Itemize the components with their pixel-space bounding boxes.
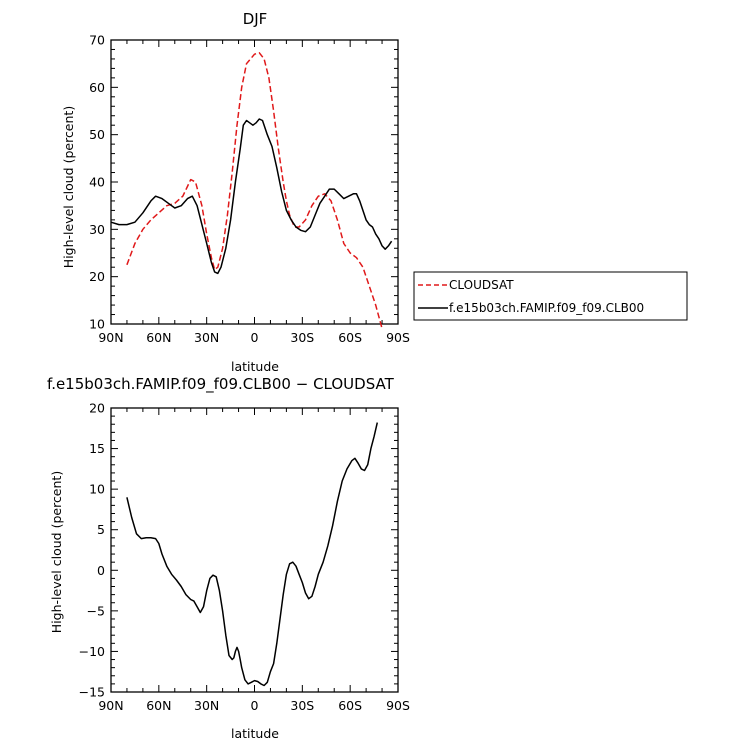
- bottom-y-tick-label: −5: [87, 603, 105, 618]
- bottom-x-tick-label: 60S: [338, 698, 362, 713]
- bottom-plot-area: 90N 60N 30N 0 30S 60S 90S −15 −10 −5 0 5 10 15 20: [79, 401, 410, 714]
- top-y-tick-label: 50: [89, 127, 105, 142]
- top-x-tick-label: 90N: [98, 330, 123, 345]
- bottom-x-tick-label: 30S: [290, 698, 314, 713]
- bottom-chart: f.e15b03ch.FAMIP.f09_f09.CLB00 − CLOUDSA…: [47, 375, 410, 741]
- top-plot-frame: [110, 39, 399, 325]
- bottom-plot-frame: [110, 407, 399, 693]
- legend-label-model: f.e15b03ch.FAMIP.f09_f09.CLB00: [449, 301, 644, 315]
- bottom-x-tick-label: 90S: [386, 698, 410, 713]
- bottom-y-tick-label: −15: [79, 685, 105, 700]
- bottom-y-tick-label: 10: [89, 482, 105, 497]
- top-y-tick-label: 20: [89, 269, 105, 284]
- top-chart: DJF 90N 60N 30N 0 30S 60S 90S 10 20 30 40 50 60 70 la…: [61, 10, 410, 374]
- top-plot-area: 90N 60N 30N 0 30S 60S 90S 10 20 30 40 50 60 70: [89, 33, 410, 346]
- bottom-y-axis-label: High-level cloud (percent): [49, 471, 64, 633]
- legend-label-cloudsat: CLOUDSAT: [449, 278, 514, 292]
- top-x-tick-label: 30N: [194, 330, 219, 345]
- legend-box: [413, 271, 688, 321]
- bottom-y-tick-label: 0: [97, 563, 105, 578]
- top-y-tick-label: 60: [89, 80, 105, 95]
- top-y-tick-label: 30: [89, 222, 105, 237]
- bottom-x-tick-label: 90N: [98, 698, 123, 713]
- bottom-x-tick-label: 0: [251, 698, 259, 713]
- top-series-line-1: [110, 118, 393, 275]
- top-x-axis-label: latitude: [231, 359, 279, 374]
- legend: CLOUDSAT f.e15b03ch.FAMIP.f09_f09.CLB00: [413, 271, 688, 321]
- bottom-series-line-0: [126, 422, 379, 687]
- top-x-tick-label: 90S: [386, 330, 410, 345]
- bottom-y-tick-label: 15: [89, 441, 105, 456]
- top-y-axis-label: High-level cloud (percent): [61, 106, 76, 268]
- bottom-chart-title: f.e15b03ch.FAMIP.f09_f09.CLB00 − CLOUDSA…: [47, 375, 395, 394]
- bottom-y-tick-label: −10: [79, 644, 105, 659]
- top-x-tick-label: 60N: [146, 330, 171, 345]
- top-y-tick-label: 70: [89, 33, 105, 48]
- bottom-y-tick-label: 20: [89, 401, 105, 416]
- top-chart-title: DJF: [243, 10, 268, 28]
- top-x-tick-label: 30S: [290, 330, 314, 345]
- bottom-y-tick-label: 5: [97, 522, 105, 537]
- bottom-x-tick-label: 60N: [146, 698, 171, 713]
- bottom-x-tick-label: 30N: [194, 698, 219, 713]
- top-y-tick-label: 40: [89, 175, 105, 190]
- top-y-tick-label: 10: [89, 317, 105, 332]
- top-series-line-0: [126, 52, 383, 329]
- top-x-tick-label: 60S: [338, 330, 362, 345]
- bottom-x-axis-label: latitude: [231, 726, 279, 741]
- top-x-tick-label: 0: [251, 330, 259, 345]
